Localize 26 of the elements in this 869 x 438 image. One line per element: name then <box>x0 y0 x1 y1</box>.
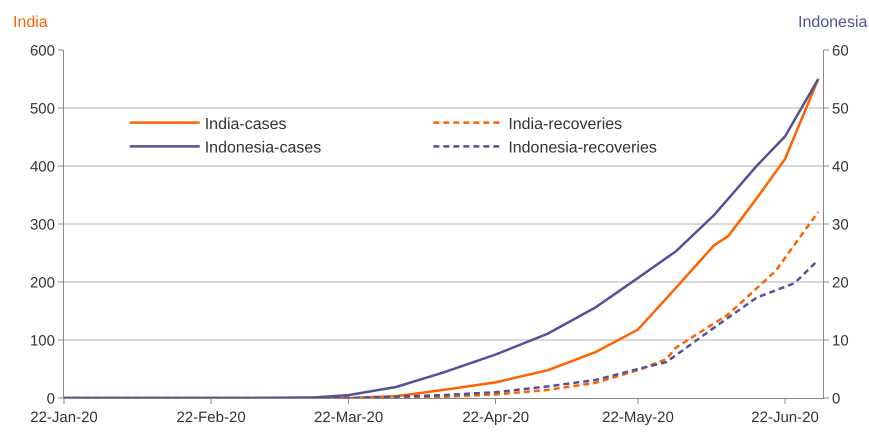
x-tick-label: 22-Mar-20 <box>314 409 384 426</box>
x-tick-label: 22-Feb-20 <box>176 409 246 426</box>
y2-tick-label: 60 <box>832 42 849 60</box>
x-tick-label: 22-Apr-20 <box>462 409 530 426</box>
legend-label: India-recoveries <box>508 116 622 133</box>
x-tick-label: 22-Jun-20 <box>751 409 819 426</box>
legend-label: India-cases <box>204 116 287 133</box>
y-tick-label: 0 <box>46 390 55 408</box>
y-tick-label: 200 <box>30 274 55 292</box>
y2-tick-label: 50 <box>832 100 849 118</box>
y2-tick-label: 40 <box>832 158 849 176</box>
y-tick-label: 600 <box>30 42 55 60</box>
y2-tick-label: 30 <box>832 216 849 234</box>
x-tick-label: 22-Jan-20 <box>30 409 98 426</box>
y-tick-label: 500 <box>30 100 55 118</box>
legend-label: Indonesia-recoveries <box>508 140 657 157</box>
y2-tick-label: 0 <box>832 390 840 408</box>
y-tick-label: 300 <box>30 216 55 234</box>
legend-label: Indonesia-cases <box>204 140 322 157</box>
y2-tick-label: 20 <box>832 274 849 292</box>
y-tick-label: 100 <box>30 332 55 350</box>
y2-tick-label: 10 <box>832 332 849 350</box>
x-tick-label: 22-May-20 <box>602 409 674 426</box>
y2-axis-title: Indonesia <box>798 14 868 31</box>
y-axis-title: India <box>13 14 48 31</box>
y-tick-label: 400 <box>30 158 55 176</box>
